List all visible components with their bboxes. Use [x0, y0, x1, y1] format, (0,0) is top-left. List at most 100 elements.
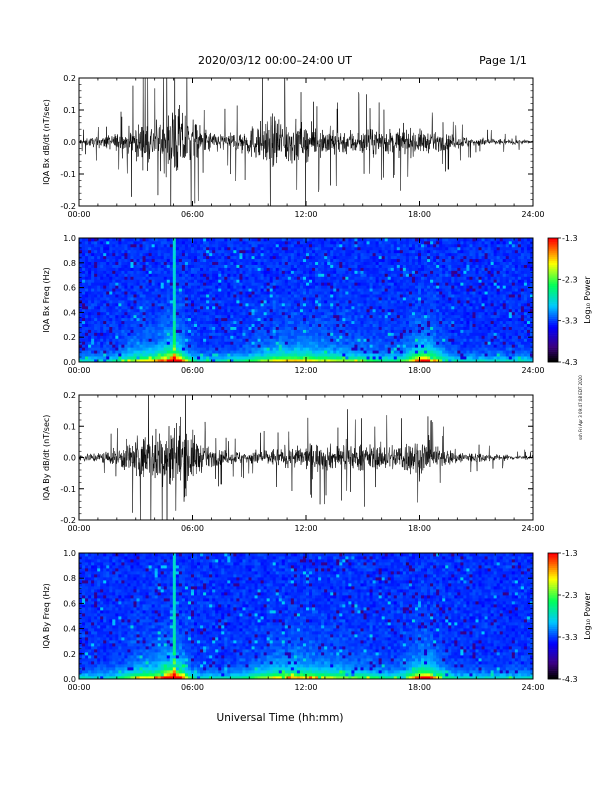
spectrogram-cell — [421, 359, 425, 363]
spectrogram-cell — [378, 258, 383, 263]
spectrogram-cell — [339, 311, 343, 316]
spectrogram-cell — [233, 347, 237, 351]
spectrogram-cell — [197, 317, 201, 322]
spectrogram-cell — [384, 294, 389, 298]
spectrogram-cell — [424, 285, 428, 289]
spectrogram-cell — [239, 276, 243, 280]
spectrogram-cell — [209, 252, 213, 257]
spectrogram-cell — [115, 320, 119, 325]
spectrogram-cell — [312, 317, 316, 322]
spectrogram-cell — [85, 347, 89, 351]
spectrogram-cell — [360, 353, 364, 357]
spectrogram-cell — [184, 246, 189, 251]
spectrogram-cell — [200, 276, 204, 280]
spectrogram-cell — [342, 353, 346, 357]
spectrogram-cell — [166, 300, 171, 304]
spectrogram-cell — [230, 240, 234, 245]
spectrogram-cell — [142, 264, 146, 268]
spectrogram-cell — [218, 255, 222, 260]
spectrogram-cell — [203, 270, 207, 274]
spectrogram-cell — [263, 282, 268, 286]
spectrogram-cell — [91, 261, 95, 265]
spectrogram-cell — [112, 288, 116, 292]
spectrogram-cell — [88, 258, 92, 263]
spectrogram-cell — [221, 282, 225, 286]
spectrogram-cell — [112, 243, 116, 248]
spectrogram-cell — [414, 347, 419, 351]
spectrogram-cell — [396, 246, 401, 251]
spectrogram-cell — [103, 300, 107, 304]
spectrogram-cell — [369, 288, 373, 292]
spectrogram-cell — [203, 335, 207, 339]
spectrogram-cell — [381, 329, 386, 333]
spectrogram-cell — [293, 317, 298, 322]
spectrogram-cell — [378, 305, 383, 310]
spectrogram-cell — [85, 258, 89, 263]
spectrogram-cell — [427, 246, 431, 251]
spectrogram-cell — [417, 353, 422, 357]
spectrogram-cell — [181, 249, 186, 254]
spectrogram-cell — [281, 332, 286, 336]
spectrogram-cell — [100, 282, 104, 286]
spectrogram-cell — [357, 302, 361, 307]
spectrogram-cell — [245, 246, 249, 251]
spectrogram-cell — [242, 302, 246, 307]
spectrogram-cell — [372, 314, 377, 319]
spectrogram-cell — [115, 294, 119, 298]
spectrogram-cell — [351, 344, 355, 348]
spectrogram-cell — [194, 243, 198, 248]
spectrogram-cell — [245, 314, 249, 319]
spectrogram-cell — [215, 243, 219, 248]
spectrogram-cell — [178, 261, 183, 265]
spectrogram-cell — [197, 279, 201, 283]
spectrogram-cell — [121, 282, 125, 286]
spectrogram-cell — [263, 356, 268, 360]
spectrogram-cell — [336, 350, 340, 354]
spectrogram-cell — [272, 332, 277, 336]
spectrogram-cell — [372, 300, 377, 304]
spectrogram-cell — [103, 353, 107, 357]
spectrogram-cell — [287, 353, 292, 357]
spectrogram-cell — [148, 359, 153, 363]
spectrogram-cell — [411, 308, 416, 313]
spectrogram-cell — [254, 240, 258, 245]
spectrogram-cell — [424, 305, 428, 310]
spectrogram-cell — [378, 332, 383, 336]
spectrogram-cell — [218, 288, 222, 292]
spectrogram-cell — [275, 350, 280, 354]
spectrogram-cell — [336, 246, 340, 251]
spectrogram-cell — [417, 264, 422, 268]
spectrogram-cell — [408, 243, 413, 248]
spectrogram-cell — [172, 350, 177, 354]
spectrogram-cell — [230, 255, 234, 260]
spectrogram-cell — [160, 291, 165, 295]
spectrogram-cell — [212, 282, 216, 286]
spectrogram-cell — [290, 335, 295, 339]
spectrogram-cell — [293, 243, 298, 248]
spectrogram-cell — [348, 267, 352, 271]
spectrogram-cell — [302, 344, 307, 348]
spectrogram-cell — [236, 264, 240, 268]
spectrogram-cell — [342, 314, 346, 319]
spectrogram-cell — [239, 282, 243, 286]
spectrogram-cell — [187, 338, 192, 342]
spectrogram-cell — [399, 353, 404, 357]
spectrogram-cell — [206, 267, 210, 271]
spectrogram-cell — [200, 326, 204, 330]
spectrogram-cell — [109, 332, 113, 336]
spectrogram-cell — [336, 264, 340, 268]
spectrogram-cell — [242, 255, 246, 260]
spectrogram-cell — [260, 338, 265, 342]
spectrogram-cell — [427, 285, 431, 289]
spectrogram-cell — [121, 246, 125, 251]
spectrogram-cell — [203, 261, 207, 265]
spectrogram-cell — [405, 344, 410, 348]
spectrogram-cell — [215, 317, 219, 322]
spectrogram-cell — [194, 297, 198, 301]
spectrogram-cell — [272, 335, 277, 339]
spectrogram-cell — [94, 294, 98, 298]
spectrogram-cell — [169, 246, 174, 251]
spectrogram-cell — [121, 311, 125, 316]
spectrogram-cell — [172, 291, 177, 295]
spectrogram-cell — [290, 294, 295, 298]
